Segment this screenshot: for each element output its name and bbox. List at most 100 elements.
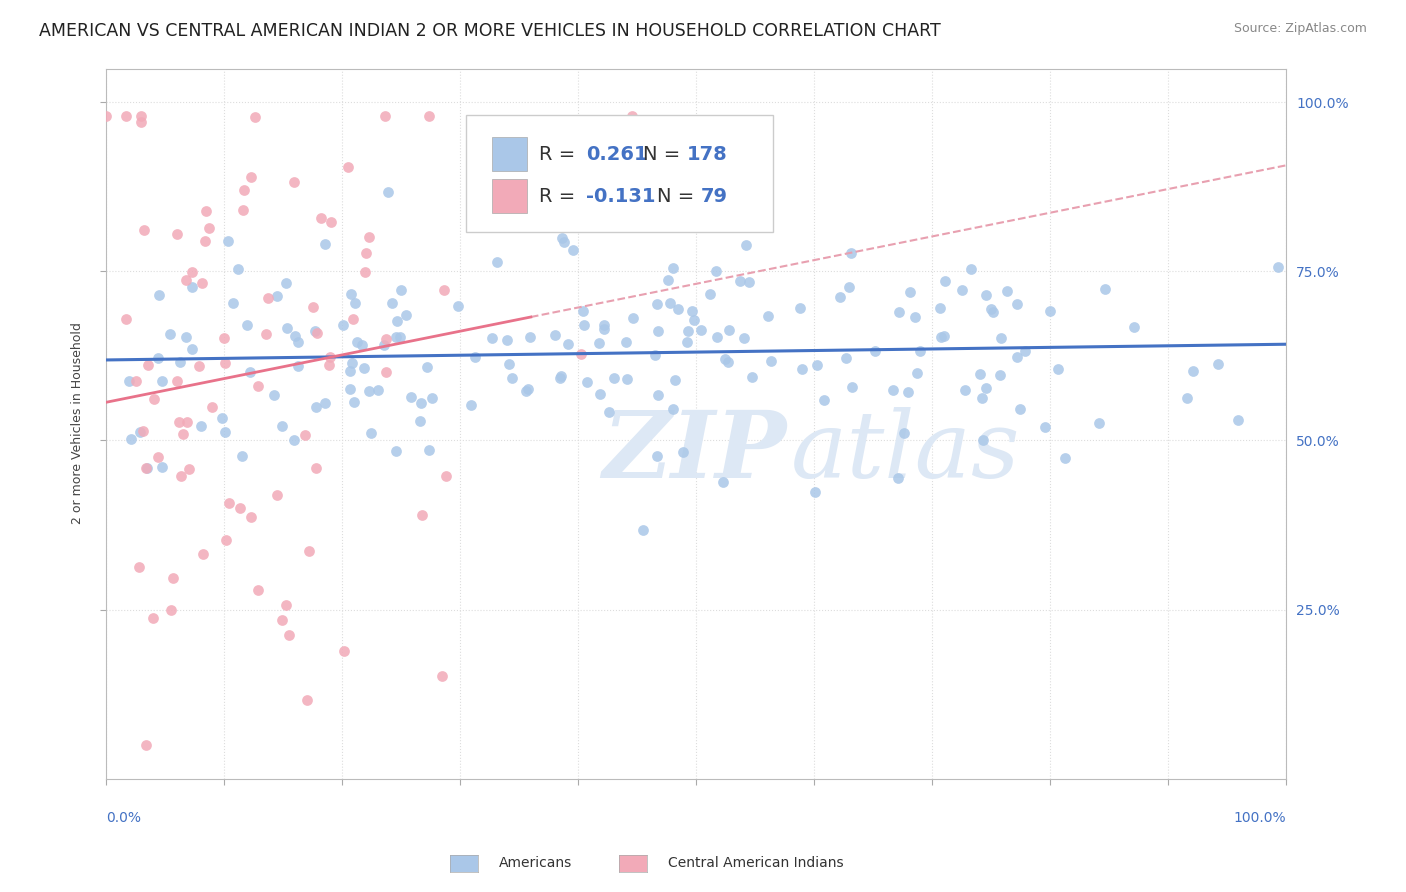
Point [411, 508, 433, 523]
Point [830, 290, 852, 304]
Text: ZIP: ZIP [602, 407, 786, 497]
Point [274, 276, 297, 290]
Text: AMERICAN VS CENTRAL AMERICAN INDIAN 2 OR MORE VEHICLES IN HOUSEHOLD CORRELATION : AMERICAN VS CENTRAL AMERICAN INDIAN 2 OR… [39, 22, 941, 40]
Point [603, 371, 626, 385]
Point [194, 234, 217, 248]
Text: Americans: Americans [499, 856, 572, 871]
Point [1033, 420, 1056, 434]
Point [714, 352, 737, 367]
Point [550, 368, 572, 383]
Point [929, 330, 952, 344]
Point [662, 260, 685, 275]
Point [569, 346, 592, 360]
Point [682, 313, 704, 327]
Point [813, 393, 835, 408]
Point [806, 358, 828, 372]
Point [132, 425, 155, 439]
Point [614, 335, 637, 350]
Point [129, 109, 152, 123]
Point [1005, 350, 1028, 364]
Point [246, 583, 269, 598]
Point [256, 292, 278, 306]
Point [96, 109, 118, 123]
Point [305, 461, 328, 475]
Point [239, 365, 262, 379]
Point [150, 374, 173, 388]
Point [838, 280, 860, 294]
Point [893, 426, 915, 441]
Point [706, 330, 728, 344]
Point [337, 160, 360, 174]
Point [211, 411, 233, 425]
Point [276, 321, 298, 335]
Point [550, 231, 572, 245]
Text: 100.0%: 100.0% [1234, 811, 1286, 824]
Point [304, 324, 326, 338]
Point [498, 357, 520, 371]
Point [481, 331, 503, 345]
Point [592, 322, 614, 336]
Point [270, 419, 292, 434]
Point [214, 356, 236, 370]
Point [381, 295, 404, 310]
Point [593, 318, 616, 333]
Point [217, 235, 239, 249]
Point [1094, 282, 1116, 296]
Point [863, 343, 886, 358]
Point [374, 109, 396, 123]
Point [1053, 450, 1076, 465]
Point [373, 338, 395, 352]
Point [191, 276, 214, 290]
Text: 0.0%: 0.0% [105, 811, 141, 824]
Point [1206, 357, 1229, 371]
Point [711, 475, 734, 489]
Point [297, 693, 319, 707]
Point [430, 669, 453, 683]
Point [180, 342, 202, 356]
Point [132, 223, 155, 237]
Point [1123, 320, 1146, 334]
Point [344, 296, 367, 310]
Point [934, 274, 956, 288]
Point [704, 264, 727, 278]
FancyBboxPatch shape [465, 115, 773, 232]
Point [1046, 362, 1069, 376]
Point [266, 488, 288, 502]
FancyBboxPatch shape [492, 179, 527, 213]
Point [231, 450, 253, 464]
Point [176, 273, 198, 287]
Point [672, 445, 695, 459]
Point [353, 360, 375, 375]
Point [463, 350, 485, 364]
Point [385, 443, 408, 458]
Point [980, 301, 1002, 316]
Point [142, 392, 165, 406]
Point [319, 215, 342, 229]
Point [434, 469, 457, 483]
Point [228, 500, 250, 515]
Point [882, 383, 904, 397]
Point [666, 302, 689, 317]
Point [718, 323, 741, 337]
Point [789, 301, 811, 316]
Point [247, 378, 270, 392]
Point [309, 211, 332, 225]
Point [283, 434, 305, 448]
Point [841, 380, 863, 394]
Point [270, 613, 292, 627]
Point [1227, 413, 1250, 427]
Point [728, 274, 751, 288]
Point [195, 203, 218, 218]
Point [662, 401, 685, 416]
Point [236, 318, 259, 333]
Point [318, 358, 340, 372]
Point [360, 425, 382, 440]
Point [367, 383, 389, 397]
Point [1087, 416, 1109, 430]
Point [359, 384, 381, 398]
Point [950, 283, 973, 297]
Point [114, 312, 136, 326]
Point [631, 523, 654, 537]
Point [620, 109, 643, 123]
Point [553, 235, 575, 249]
